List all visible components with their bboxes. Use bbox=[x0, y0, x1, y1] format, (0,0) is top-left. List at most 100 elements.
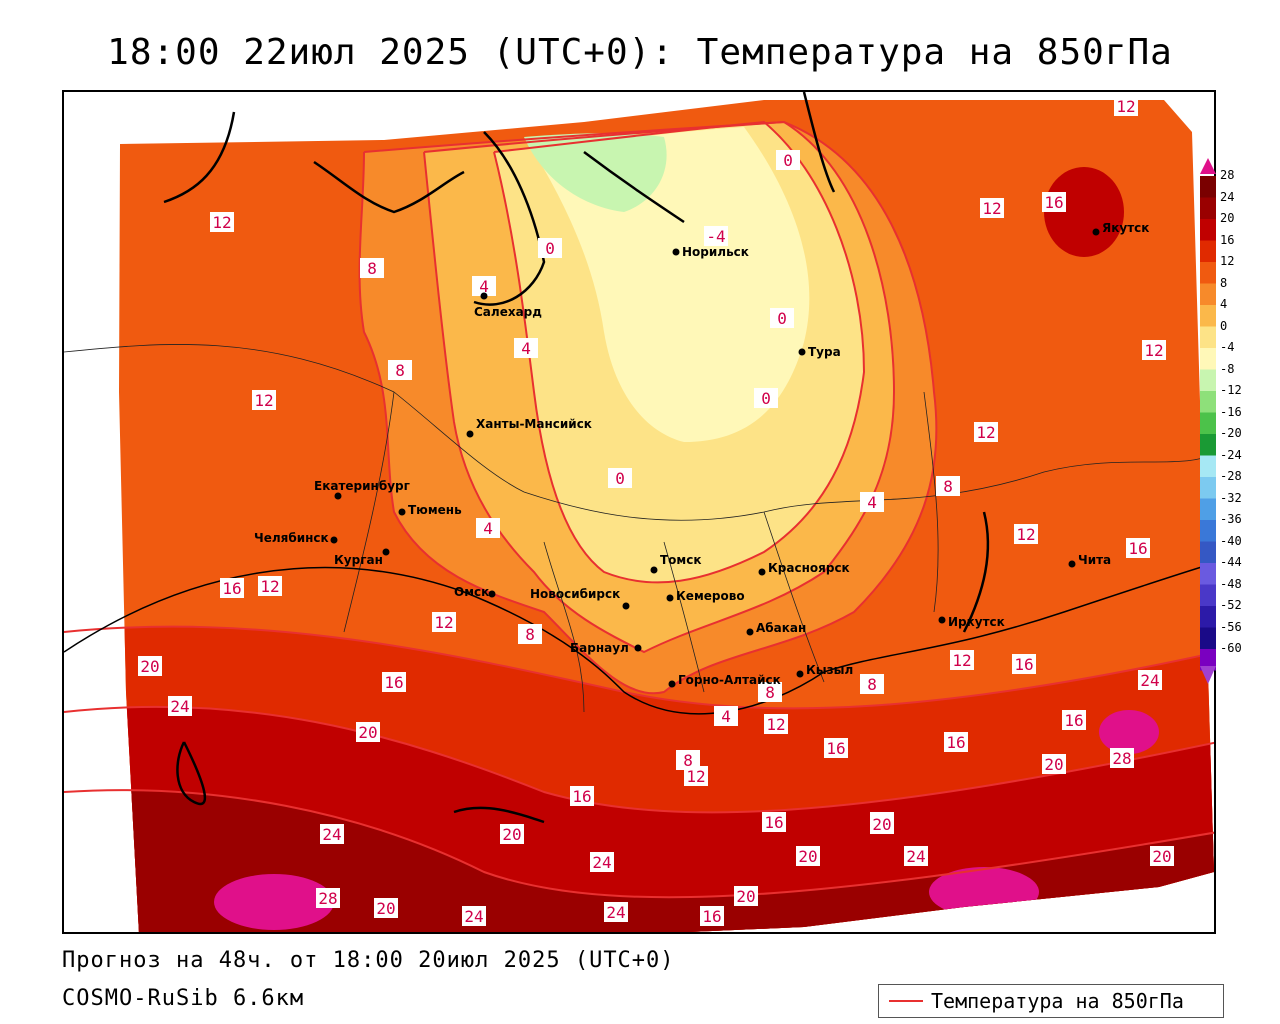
city-salekhard: Салехард bbox=[474, 292, 542, 319]
colorbar-swatch bbox=[1200, 541, 1216, 563]
city-chita: Чита bbox=[1068, 553, 1111, 568]
isotherm-label: 16 bbox=[1012, 654, 1036, 674]
chart-title: 18:00 22июл 2025 (UTC+0): Температура на… bbox=[107, 32, 1173, 73]
city-norilsk: Норильск bbox=[672, 245, 749, 259]
isotherm-label: 8 bbox=[388, 360, 412, 380]
colorbar-swatch bbox=[1200, 305, 1216, 327]
colorbar-tick-label: -12 bbox=[1220, 383, 1242, 397]
isotherm-label: 12 bbox=[210, 212, 234, 232]
colorbar-bottom-arrow bbox=[1200, 666, 1216, 684]
isotherm-label: 12 bbox=[950, 650, 974, 670]
svg-text:28: 28 bbox=[318, 889, 337, 908]
isotherm-label: 8 bbox=[936, 476, 960, 496]
colorbar-swatch bbox=[1200, 498, 1216, 520]
svg-text:Горно-Алтайск: Горно-Алтайск bbox=[678, 673, 781, 687]
colorbar-swatch bbox=[1200, 434, 1216, 456]
isotherm-label: 20 bbox=[500, 824, 524, 844]
colorbar-tick-label: 20 bbox=[1220, 211, 1235, 225]
colorbar-swatch bbox=[1200, 219, 1216, 241]
isotherm-label: 4 bbox=[476, 518, 500, 538]
colorbar-swatch bbox=[1200, 391, 1216, 413]
city-khanty-mansiysk: Ханты-Мансийск bbox=[466, 417, 592, 438]
svg-text:Новосибирск: Новосибирск bbox=[530, 587, 620, 601]
isotherm-label: -4 bbox=[704, 226, 728, 246]
svg-text:12: 12 bbox=[976, 423, 995, 442]
isotherm-label: 4 bbox=[860, 492, 884, 512]
svg-text:20: 20 bbox=[872, 815, 891, 834]
isotherm-label: 12 bbox=[980, 198, 1004, 218]
city-krasnoyarsk: Красноярск bbox=[758, 561, 850, 576]
colorbar-swatch bbox=[1200, 606, 1216, 628]
isotherm-lines bbox=[64, 120, 1214, 899]
isotherm-label: 28 bbox=[1110, 748, 1134, 768]
isotherm-label: 12 bbox=[684, 766, 708, 786]
isotherm-label: 12 bbox=[258, 576, 282, 596]
svg-text:Кемерово: Кемерово bbox=[676, 589, 745, 603]
isotherm-label: 16 bbox=[382, 672, 406, 692]
colorbar-tick-label: -60 bbox=[1220, 641, 1242, 655]
colorbar-tick-label: 4 bbox=[1220, 297, 1228, 311]
svg-text:12: 12 bbox=[434, 613, 453, 632]
isotherm-label: 16 bbox=[824, 738, 848, 758]
isotherm-label: 16 bbox=[1062, 710, 1086, 730]
svg-text:12: 12 bbox=[1016, 525, 1035, 544]
colorbar-swatch bbox=[1200, 563, 1216, 585]
svg-text:12: 12 bbox=[260, 577, 279, 596]
svg-text:Барнаул: Барнаул bbox=[570, 641, 629, 655]
city-tura: Тура bbox=[798, 345, 841, 359]
isotherm-label: 8 bbox=[360, 258, 384, 278]
isotherm-label: 8 bbox=[518, 624, 542, 644]
svg-text:24: 24 bbox=[1140, 671, 1159, 690]
isotherm-label: 16 bbox=[1042, 192, 1066, 212]
svg-text:16: 16 bbox=[1064, 711, 1083, 730]
svg-text:Салехард: Салехард bbox=[474, 305, 542, 319]
svg-text:Томск: Томск bbox=[660, 553, 702, 567]
model-line: COSMO-RuSib 6.6км bbox=[62, 986, 305, 1011]
colorbar-swatches bbox=[1200, 158, 1216, 684]
colorbar-tick-label: -28 bbox=[1220, 469, 1242, 483]
svg-text:8: 8 bbox=[525, 625, 535, 644]
svg-text:Чита: Чита bbox=[1078, 553, 1111, 567]
svg-text:8: 8 bbox=[765, 683, 775, 702]
svg-text:24: 24 bbox=[906, 847, 925, 866]
isotherm-label: 12 bbox=[974, 422, 998, 442]
svg-text:0: 0 bbox=[777, 309, 787, 328]
colorbar-swatch bbox=[1200, 455, 1216, 477]
colorbar-tick-label: 28 bbox=[1220, 168, 1235, 182]
colorbar-tick-label: -44 bbox=[1220, 555, 1242, 569]
svg-text:4: 4 bbox=[521, 339, 531, 358]
isotherm-label: 4 bbox=[472, 276, 496, 296]
colorbar-tick-label: -36 bbox=[1220, 512, 1242, 526]
svg-text:4: 4 bbox=[721, 707, 731, 726]
isotherm-label: 16 bbox=[1126, 538, 1150, 558]
colorbar-tick-label: 12 bbox=[1220, 254, 1235, 268]
city-novosibirsk: Новосибирск bbox=[530, 587, 630, 610]
svg-text:16: 16 bbox=[826, 739, 845, 758]
isotherm-label: 0 bbox=[754, 388, 778, 408]
isotherm-label: 20 bbox=[870, 814, 894, 834]
isotherm-label: 4 bbox=[714, 706, 738, 726]
isotherm-label: 4 bbox=[514, 338, 538, 358]
colorbar: 28 24 20 16 12 8 4 0 -4 -8 -12 -16 -20 -24 -28 -32 -36 -4… bbox=[1200, 158, 1280, 688]
svg-text:4: 4 bbox=[867, 493, 877, 512]
svg-text:Омск: Омск bbox=[454, 585, 489, 599]
colorbar-tick-label: 16 bbox=[1220, 232, 1235, 247]
svg-text:0: 0 bbox=[761, 389, 771, 408]
svg-text:16: 16 bbox=[572, 787, 591, 806]
line-legend: Температура на 850гПа bbox=[878, 984, 1224, 1018]
svg-text:8: 8 bbox=[683, 751, 693, 770]
isotherm-label: 8 bbox=[860, 674, 884, 694]
colorbar-swatch bbox=[1200, 326, 1216, 348]
colorbar-tick-label: -16 bbox=[1220, 404, 1242, 419]
svg-text:20: 20 bbox=[798, 847, 817, 866]
colorbar-swatch bbox=[1200, 477, 1216, 499]
legend-line-swatch bbox=[889, 1000, 923, 1002]
city-markers: Норильск Салехард Тура Ханты-Мансийск Як… bbox=[254, 221, 1149, 688]
svg-text:16: 16 bbox=[1128, 539, 1147, 558]
isotherm-label: 16 bbox=[220, 578, 244, 598]
country-border bbox=[64, 562, 1214, 715]
legend-label: Температура на 850гПа bbox=[931, 989, 1184, 1013]
isotherm-label: 20 bbox=[356, 722, 380, 742]
svg-text:Тура: Тура bbox=[808, 345, 841, 359]
svg-text:8: 8 bbox=[943, 477, 953, 496]
